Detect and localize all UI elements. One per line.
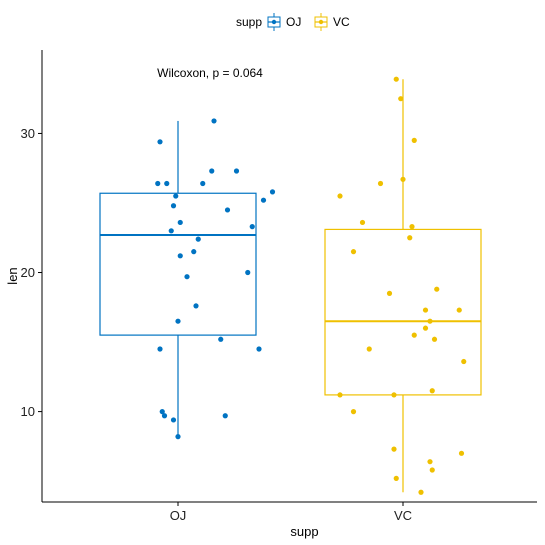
data-point [155, 180, 161, 187]
data-point [177, 253, 183, 259]
x-axis-title: supp [290, 524, 318, 539]
data-point [170, 417, 177, 423]
data-point [193, 303, 199, 309]
legend-label: VC [333, 15, 350, 29]
data-point [168, 228, 174, 234]
data-point [456, 307, 462, 313]
data-point [224, 207, 231, 213]
data-point [391, 446, 397, 452]
legend-title: supp [236, 15, 262, 29]
data-point [429, 467, 435, 473]
data-point [422, 325, 429, 331]
data-point [233, 168, 240, 174]
legend: supp OJ VC [236, 13, 350, 31]
data-point [398, 96, 404, 102]
data-point [422, 307, 429, 313]
legend-item-vc: VC [314, 13, 350, 31]
data-point [393, 76, 399, 82]
data-point [200, 180, 206, 187]
data-point [218, 336, 224, 342]
legend-key-point [318, 19, 324, 25]
data-point [260, 197, 267, 203]
y-tick-label: 20 [21, 265, 35, 280]
series-oj [99, 118, 276, 440]
data-point [400, 176, 406, 182]
data-point [418, 489, 424, 495]
x-tick-label: VC [394, 508, 412, 523]
data-point [191, 249, 197, 255]
data-point [209, 168, 215, 174]
data-point [431, 336, 438, 342]
data-point [427, 459, 433, 465]
plot-area: Wilcoxon, p = 0.064 [99, 66, 482, 495]
data-point [386, 290, 393, 296]
data-point [461, 358, 467, 365]
data-point [407, 235, 413, 241]
y-axis-title: len [5, 267, 20, 284]
legend-label: OJ [286, 15, 301, 29]
data-point [175, 434, 181, 440]
data-point [173, 193, 179, 199]
data-point [366, 346, 372, 352]
data-point [222, 413, 228, 419]
data-point [393, 475, 399, 481]
data-point [249, 224, 255, 230]
box [99, 192, 257, 336]
data-point [211, 118, 217, 124]
data-point [184, 274, 190, 280]
data-point [359, 219, 366, 226]
data-point [350, 409, 357, 415]
x-tick-label: OJ [170, 508, 187, 523]
y-tick-label: 10 [21, 404, 35, 419]
data-point [157, 139, 163, 145]
series-vc [324, 76, 482, 495]
data-point [269, 189, 276, 195]
data-point [411, 332, 417, 338]
data-point [458, 450, 465, 456]
data-point [337, 193, 343, 199]
box [324, 228, 482, 396]
data-point [195, 236, 201, 242]
legend-item-oj: OJ [267, 13, 301, 31]
data-point [177, 219, 183, 226]
data-point [245, 269, 251, 276]
data-point [434, 286, 440, 292]
axes: 10 20 30 OJ VC supp len [5, 50, 537, 539]
data-point [175, 318, 181, 324]
data-point [411, 137, 417, 143]
data-point [427, 318, 433, 324]
annotation-label: Wilcoxon, p = 0.064 [157, 66, 263, 80]
data-point [170, 203, 177, 209]
data-point [157, 346, 163, 352]
legend-key-point [271, 19, 277, 25]
data-point [337, 392, 343, 398]
data-point [409, 224, 415, 230]
data-point [159, 409, 165, 415]
data-point [256, 346, 262, 352]
data-point [164, 180, 170, 187]
y-tick-label: 30 [21, 126, 35, 141]
data-point [391, 392, 397, 398]
data-point [161, 413, 168, 419]
data-point [350, 249, 357, 255]
data-point [429, 388, 435, 394]
data-point [377, 180, 384, 187]
